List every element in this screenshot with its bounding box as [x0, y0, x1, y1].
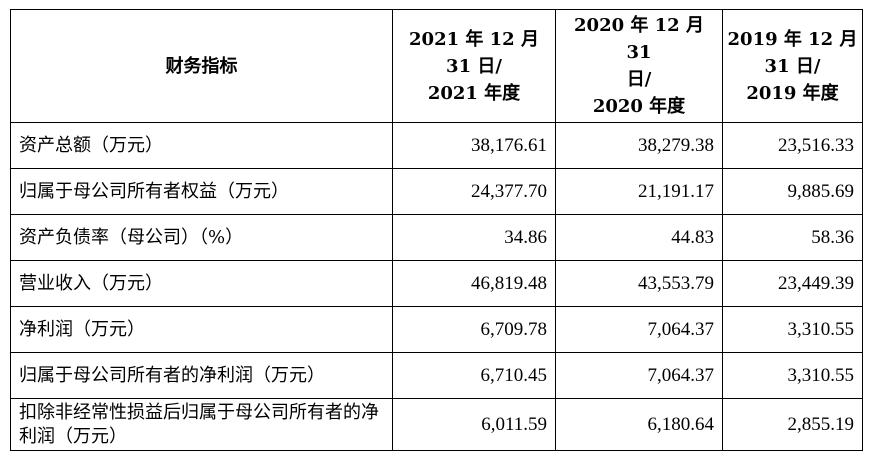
cell-2021: 24,377.70: [392, 168, 556, 215]
row-label: 净利润（万元）: [10, 306, 393, 353]
cell-2020: 38,279.38: [555, 122, 723, 169]
row-label: 资产负债率（母公司）（%）: [10, 214, 393, 261]
cell-2019: 58.36: [722, 214, 863, 261]
row-label: 资产总额（万元）: [10, 122, 393, 169]
header-2019: 2019 年 12 月 31 日/ 2019 年度: [722, 9, 863, 123]
header-2020: 2020 年 12 月 31 日/ 2020 年度: [555, 9, 723, 123]
cell-2021: 6,011.59: [392, 398, 556, 451]
cell-2019: 3,310.55: [722, 352, 863, 399]
cell-2021: 6,710.45: [392, 352, 556, 399]
table-row: 资产总额（万元） 38,176.61 38,279.38 23,516.33: [10, 122, 863, 169]
cell-2021: 38,176.61: [392, 122, 556, 169]
cell-2021: 6,709.78: [392, 306, 556, 353]
header-indicator: 财务指标: [10, 9, 393, 123]
financial-indicators-table: 财务指标 2021 年 12 月 31 日/ 2021 年度 2020 年 12…: [10, 9, 863, 451]
cell-2020: 44.83: [555, 214, 723, 261]
cell-2019: 23,516.33: [722, 122, 863, 169]
cell-2019: 2,855.19: [722, 398, 863, 451]
row-label: 归属于母公司所有者权益（万元）: [10, 168, 393, 215]
header-row: 财务指标 2021 年 12 月 31 日/ 2021 年度 2020 年 12…: [10, 9, 863, 123]
cell-2019: 9,885.69: [722, 168, 863, 215]
table-row: 资产负债率（母公司）（%） 34.86 44.83 58.36: [10, 214, 863, 261]
table-row: 扣除非经常性损益后归属于母公司所有者的净利润（万元） 6,011.59 6,18…: [10, 398, 863, 451]
table-row: 归属于母公司所有者的净利润（万元） 6,710.45 7,064.37 3,31…: [10, 352, 863, 399]
row-label: 归属于母公司所有者的净利润（万元）: [10, 352, 393, 399]
table-row: 归属于母公司所有者权益（万元） 24,377.70 21,191.17 9,88…: [10, 168, 863, 215]
cell-2020: 7,064.37: [555, 306, 723, 353]
table-row: 营业收入（万元） 46,819.48 43,553.79 23,449.39: [10, 260, 863, 307]
cell-2021: 34.86: [392, 214, 556, 261]
cell-2020: 43,553.79: [555, 260, 723, 307]
header-2021: 2021 年 12 月 31 日/ 2021 年度: [392, 9, 556, 123]
table-row: 净利润（万元） 6,709.78 7,064.37 3,310.55: [10, 306, 863, 353]
row-label: 扣除非经常性损益后归属于母公司所有者的净利润（万元）: [10, 398, 393, 451]
cell-2021: 46,819.48: [392, 260, 556, 307]
cell-2020: 21,191.17: [555, 168, 723, 215]
cell-2020: 7,064.37: [555, 352, 723, 399]
cell-2019: 23,449.39: [722, 260, 863, 307]
row-label: 营业收入（万元）: [10, 260, 393, 307]
cell-2019: 3,310.55: [722, 306, 863, 353]
cell-2020: 6,180.64: [555, 398, 723, 451]
